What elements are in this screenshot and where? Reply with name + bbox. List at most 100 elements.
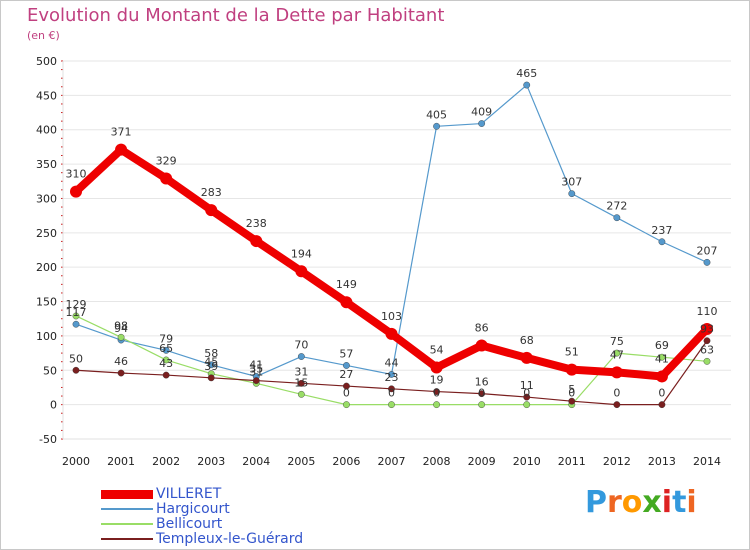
data-point-villeret (70, 185, 82, 198)
x-tick-label: 2003 (197, 455, 225, 468)
data-label-villeret: 310 (66, 168, 87, 181)
data-point-templeux-le-gu-rard (388, 385, 395, 393)
data-point-villeret (385, 327, 398, 340)
data-label-hargicourt: 207 (697, 244, 718, 257)
y-tick-label: 350 (36, 158, 57, 171)
y-tick-label: 0 (50, 399, 57, 412)
data-label-hargicourt: 272 (606, 200, 627, 213)
logo-letter: i (686, 485, 697, 520)
legend-swatch-hargicourt (101, 508, 153, 510)
x-tick-label: 2009 (468, 455, 496, 468)
data-point-templeux-le-gu-rard (297, 379, 305, 387)
chart-unit: (en €) (27, 29, 60, 42)
x-tick-label: 2011 (558, 455, 586, 468)
data-point-templeux-le-gu-rard (207, 374, 215, 382)
x-tick-label: 2005 (287, 455, 315, 468)
data-label-templeux-le-gu-rard: 39 (204, 360, 218, 373)
data-label-bellicourt: 0 (388, 387, 395, 400)
data-point-villeret (565, 363, 578, 376)
x-tick-label: 2004 (242, 455, 270, 468)
x-tick-label: 2008 (423, 455, 451, 468)
data-label-villeret: 86 (475, 322, 489, 335)
data-label-templeux-le-gu-rard: 11 (520, 379, 534, 392)
data-label-hargicourt: 405 (426, 108, 447, 121)
data-label-bellicourt: 65 (159, 342, 173, 355)
x-tick-label: 2013 (648, 455, 676, 468)
data-point-bellicourt (658, 353, 666, 361)
logo-letter: i (661, 485, 673, 520)
data-label-bellicourt: 0 (478, 387, 485, 400)
data-point-templeux-le-gu-rard (523, 393, 531, 401)
data-point-bellicourt (388, 401, 395, 409)
data-point-villeret (250, 235, 263, 248)
data-point-hargicourt (343, 362, 350, 369)
proxiti-logo: Proxiti (585, 485, 697, 520)
data-label-bellicourt: 0 (523, 387, 530, 400)
data-label-bellicourt: 45 (204, 356, 218, 369)
y-tick-label: 450 (36, 89, 57, 102)
data-label-villeret: 68 (520, 334, 534, 347)
data-label-templeux-le-gu-rard: 0 (658, 387, 665, 400)
y-tick-label: 400 (36, 124, 57, 137)
data-label-bellicourt: 63 (700, 343, 714, 356)
data-label-hargicourt: 117 (66, 306, 87, 319)
logo-letter: o (621, 485, 643, 520)
legend-item-villeret: VILLERET (101, 486, 381, 502)
data-label-bellicourt: 75 (610, 335, 624, 348)
data-point-templeux-le-gu-rard (117, 369, 125, 377)
data-point-hargicourt (658, 238, 666, 246)
logo-letter: r (607, 485, 622, 520)
data-label-hargicourt: 465 (516, 67, 537, 80)
data-point-villeret (295, 265, 308, 278)
y-tick-label: 500 (36, 55, 57, 68)
data-label-templeux-le-gu-rard: 43 (159, 357, 173, 370)
data-label-templeux-le-gu-rard: 31 (294, 365, 308, 378)
data-label-hargicourt: 409 (471, 106, 492, 119)
chart-title: Evolution du Montant de la Dette par Hab… (27, 5, 445, 26)
data-label-villeret: 194 (291, 247, 312, 260)
data-label-villeret: 54 (430, 344, 444, 357)
data-point-templeux-le-gu-rard (343, 382, 350, 390)
data-point-villeret (340, 296, 353, 309)
x-tick-label: 2001 (107, 455, 135, 468)
legend-swatch-templeux (101, 538, 153, 540)
x-tick-label: 2012 (603, 455, 631, 468)
data-point-bellicourt (297, 390, 305, 398)
data-point-bellicourt (162, 356, 170, 364)
logo-letter: P (585, 485, 607, 520)
data-point-villeret (430, 361, 443, 374)
data-label-hargicourt: 237 (651, 224, 672, 237)
x-tick-label: 2007 (378, 455, 406, 468)
data-point-templeux-le-gu-rard (252, 377, 260, 384)
data-point-bellicourt (478, 401, 486, 409)
data-label-bellicourt: 69 (655, 339, 669, 352)
data-point-bellicourt (613, 349, 621, 357)
data-label-templeux-le-gu-rard: 46 (114, 355, 128, 368)
data-point-bellicourt (117, 333, 125, 341)
logo-letter: x (642, 485, 662, 520)
y-tick-label: -50 (39, 433, 57, 446)
data-point-villeret (160, 172, 173, 185)
y-tick-label: 100 (36, 330, 57, 343)
y-tick-label: 200 (36, 261, 57, 274)
y-tick-label: 250 (36, 227, 57, 240)
data-point-bellicourt (343, 401, 350, 409)
data-label-villeret: 283 (201, 186, 222, 199)
data-label-bellicourt: 0 (568, 387, 575, 400)
data-label-hargicourt: 44 (385, 356, 399, 369)
legend: VILLERET Hargicourt Bellicourt Templeux-… (101, 486, 381, 547)
data-label-hargicourt: 58 (204, 347, 218, 360)
legend-item-hargicourt: Hargicourt (101, 501, 381, 517)
data-label-bellicourt: 98 (114, 319, 128, 332)
legend-label-hargicourt: Hargicourt (156, 501, 230, 517)
data-point-templeux-le-gu-rard (568, 397, 576, 405)
data-point-villeret (205, 204, 218, 217)
data-point-villeret (610, 366, 623, 379)
y-tick-label: 300 (36, 192, 57, 205)
data-point-hargicourt (568, 190, 576, 198)
data-label-bellicourt: 129 (66, 298, 87, 311)
legend-label-templeux: Templeux-le-Guérard (156, 531, 304, 547)
data-label-hargicourt: 41 (249, 358, 263, 371)
data-point-villeret (655, 370, 668, 383)
data-point-villeret (475, 339, 488, 352)
